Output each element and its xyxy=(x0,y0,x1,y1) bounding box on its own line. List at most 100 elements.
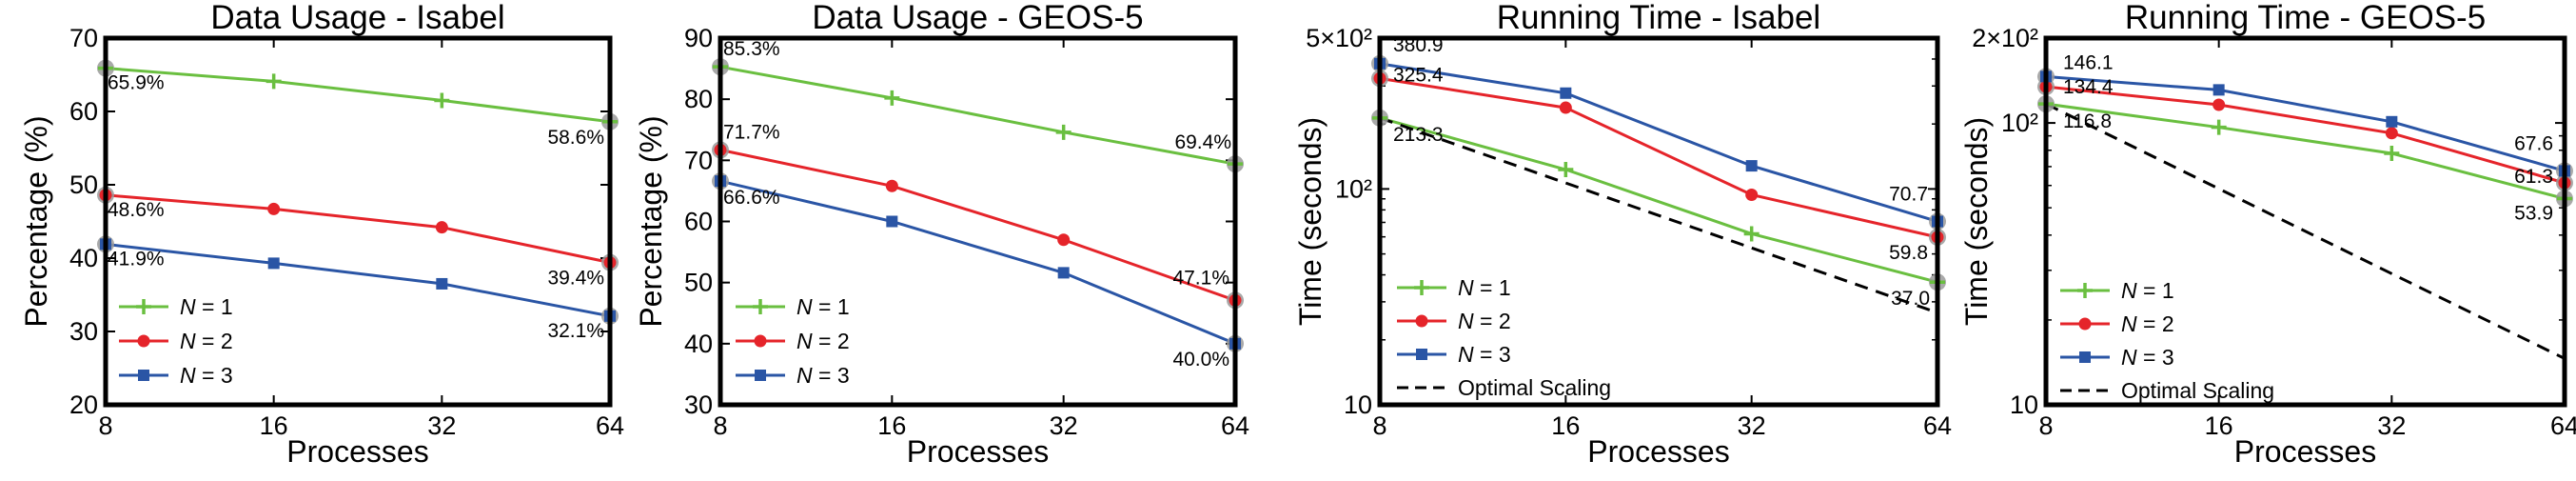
legend-label: N = 2 xyxy=(796,329,850,353)
data-point xyxy=(2212,98,2226,111)
legend-marker xyxy=(753,299,768,314)
series-line xyxy=(1380,116,1937,314)
data-label: 40.0% xyxy=(1172,349,1229,371)
chart-2: Data Usage - GEOS-5 8 16 32 64 Processes 30 40 5… xyxy=(634,0,1249,469)
y-axis-label: Time (seconds) xyxy=(1959,117,1994,326)
data-label: 85.3% xyxy=(723,38,780,60)
legend-marker xyxy=(1416,349,1427,360)
data-label: 65.9% xyxy=(108,72,165,94)
legend-label: N = 2 xyxy=(1458,309,1511,333)
plot-area xyxy=(1380,62,1937,314)
data-point xyxy=(436,277,448,290)
data-label: 32.1% xyxy=(547,320,604,342)
data-label: 59.8 xyxy=(1889,242,1928,264)
y-tick-label: 90 xyxy=(684,24,713,52)
x-axis-label: Processes xyxy=(1587,434,1729,469)
series-line xyxy=(106,67,610,124)
legend-marker xyxy=(136,299,151,314)
y-tick-label: 50 xyxy=(684,269,713,297)
series-line xyxy=(2046,85,2565,185)
y-tick-label: 60 xyxy=(684,208,713,236)
x-tick-label: 32 xyxy=(1050,411,1078,440)
x-tick-label: 32 xyxy=(427,411,456,440)
legend-label: N = 2 xyxy=(2121,311,2174,336)
data-label: 61.3 xyxy=(2514,166,2553,188)
x-axis-label: Processes xyxy=(2234,434,2376,469)
series-line xyxy=(1380,76,1937,239)
chart-1: Data Usage - Isabel 8 16 32 64 Processes 20 30 4… xyxy=(19,0,624,469)
data-point xyxy=(1745,188,1759,201)
data-label: 37.0 xyxy=(1891,288,1930,310)
legend-marker xyxy=(2079,351,2091,363)
x-tick-label: 64 xyxy=(596,411,624,440)
legend-marker xyxy=(754,334,767,348)
x-tick-label: 8 xyxy=(713,411,727,440)
data-label: 116.8 xyxy=(2063,110,2112,132)
chart-title: Running Time - Isabel xyxy=(1497,0,1820,36)
y-tick-label: 40 xyxy=(684,330,713,358)
data-point xyxy=(267,202,281,215)
legend-label: N = 3 xyxy=(1458,342,1511,367)
series-line xyxy=(720,179,1235,346)
x-tick-label: 8 xyxy=(98,411,112,440)
x-axis-label: Processes xyxy=(286,434,428,469)
data-point xyxy=(2385,127,2398,140)
y-axis-label: Percentage (%) xyxy=(19,115,53,327)
data-point xyxy=(1743,226,1760,242)
plot-frame xyxy=(1377,35,1940,408)
legend-label: N = 1 xyxy=(180,294,233,319)
data-label: 47.1% xyxy=(1172,267,1229,289)
legend-marker xyxy=(138,370,149,381)
series-line xyxy=(106,193,610,265)
series-line xyxy=(2046,74,2565,172)
data-point xyxy=(265,73,282,90)
data-label: 71.7% xyxy=(723,121,780,143)
series-line xyxy=(720,148,1235,302)
data-label: 70.7 xyxy=(1889,184,1928,206)
x-tick-label: 8 xyxy=(1372,411,1386,440)
chart-3: Running Time - Isabel 8 16 32 64 Processes 10 1… xyxy=(1293,0,1952,469)
legend-marker xyxy=(137,334,150,348)
x-tick-label: 32 xyxy=(2377,411,2406,440)
x-tick-label: 8 xyxy=(2038,411,2053,440)
y-tick-label: 10² xyxy=(1335,174,1372,203)
x-tick-label: 16 xyxy=(2205,411,2233,440)
series-line xyxy=(106,242,610,318)
y-tick-label: 10 xyxy=(1344,391,1372,419)
legend-marker xyxy=(1415,314,1428,328)
plot-area xyxy=(2046,74,2565,360)
data-point xyxy=(2384,146,2400,162)
y-tick-label: 40 xyxy=(69,244,98,272)
data-point xyxy=(2386,115,2398,128)
data-label: 146.1 xyxy=(2063,51,2114,73)
data-point xyxy=(1057,233,1071,247)
data-point xyxy=(885,179,898,192)
y-tick-label: 70 xyxy=(684,146,713,174)
series-line xyxy=(1380,116,1937,284)
y-tick-label: 80 xyxy=(684,85,713,113)
data-point xyxy=(1558,162,1574,178)
data-point xyxy=(435,221,448,234)
y-axis-label: Time (seconds) xyxy=(1293,117,1327,326)
y-tick-label: 60 xyxy=(69,97,98,126)
data-label: 69.4% xyxy=(1174,131,1231,153)
series-line xyxy=(1380,62,1937,223)
x-tick-label: 64 xyxy=(1923,411,1952,440)
legend-label: Optimal Scaling xyxy=(2121,378,2274,403)
data-point xyxy=(1560,87,1572,99)
legend-label: N = 3 xyxy=(2121,345,2174,370)
data-point xyxy=(1057,267,1070,279)
chart-title: Running Time - GEOS-5 xyxy=(2125,0,2486,36)
data-point xyxy=(2211,119,2227,135)
x-axis-label: Processes xyxy=(907,434,1049,469)
legend-label: N = 1 xyxy=(796,294,850,319)
data-point xyxy=(267,257,280,270)
legend-marker xyxy=(1414,280,1429,295)
data-point xyxy=(1745,160,1758,172)
data-point xyxy=(2212,84,2225,96)
data-point xyxy=(434,92,450,109)
data-label: 213.3 xyxy=(1393,124,1444,146)
legend-marker xyxy=(755,370,766,381)
legend-label: Optimal Scaling xyxy=(1458,375,1611,400)
plot-frame xyxy=(103,35,613,408)
